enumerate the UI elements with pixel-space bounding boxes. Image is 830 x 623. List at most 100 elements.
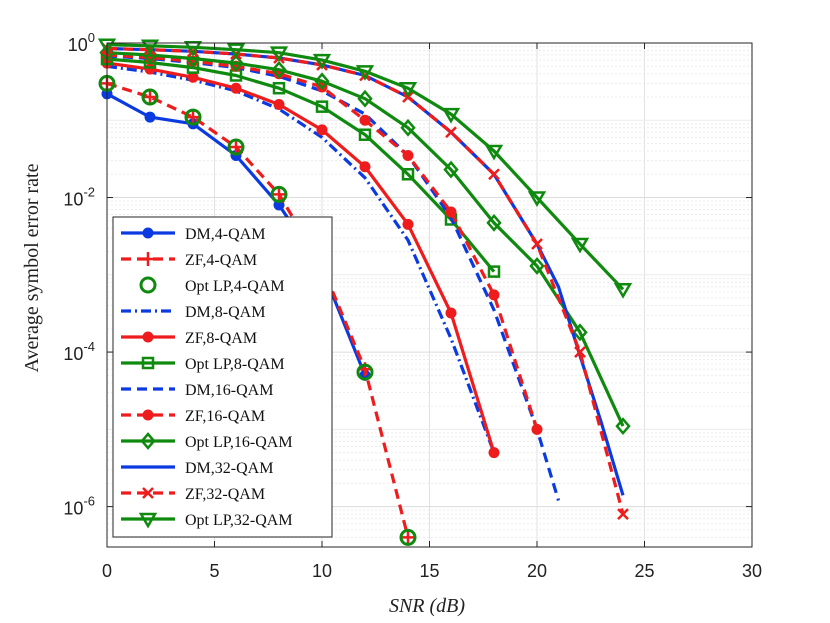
x-tick-label: 0 [102, 561, 112, 581]
legend-entry: Opt LP,4-QAM [139, 276, 285, 295]
data-point-dot [142, 227, 154, 239]
legend-box [112, 216, 333, 538]
data-point-triangle [398, 81, 418, 98]
data-point-square [487, 265, 501, 278]
data-point-triangle [183, 41, 203, 57]
legend-label: ZF,4-QAM [185, 252, 257, 269]
x-tick-label: 15 [419, 561, 439, 581]
data-point-plus [141, 252, 155, 266]
data-point-dot [402, 218, 414, 230]
data-point-plus [272, 187, 286, 202]
data-point-diamond [140, 432, 156, 450]
data-point-dot [359, 161, 371, 173]
data-point-square [272, 81, 286, 95]
legend-label: DM,4-QAM [185, 226, 265, 243]
data-point-dot [142, 409, 154, 421]
data-point-circle [270, 185, 288, 203]
legend-label: Opt LP,32-QAM [185, 512, 293, 529]
data-point-plus [186, 110, 200, 125]
legend-entry: Opt LP,8-QAM [121, 356, 285, 373]
data-point-cross [445, 126, 457, 139]
data-point-dot [142, 331, 154, 343]
data-point-circle [399, 528, 417, 546]
data-point-dot [359, 114, 371, 126]
series-line [106, 43, 625, 291]
data-point-circle [139, 276, 157, 294]
data-point-square [401, 168, 415, 181]
data-point-triangle [355, 65, 375, 81]
data-point-triangle [527, 191, 547, 208]
data-point-dot [445, 206, 457, 218]
legend-entry: DM,32-QAM [121, 460, 273, 477]
data-point-circle [184, 108, 202, 126]
data-point-square [358, 128, 372, 141]
data-point-cross [488, 168, 500, 181]
x-tick-label: 20 [527, 561, 547, 581]
x-tick-label: 25 [634, 561, 654, 581]
data-point-dot [144, 111, 156, 123]
data-point-diamond [443, 160, 459, 179]
axes: 0 5 10 15 20 25 30 100 10-2 10-4 10-6 [63, 30, 762, 581]
y-tick-label: 10-4 [63, 339, 95, 364]
legend-label: DM,8-QAM [185, 304, 265, 321]
series-opt-lp-32-qam [97, 38, 633, 299]
series-line [106, 61, 496, 454]
legend-label: DM,16-QAM [185, 382, 273, 399]
series-line [106, 53, 539, 430]
data-point-triangle [613, 283, 633, 299]
legend-entry: ZF,16-QAM [121, 408, 265, 425]
x-tick-label: 30 [742, 561, 762, 581]
data-point-cross [142, 487, 154, 499]
y-tick-label: 100 [68, 30, 95, 55]
series-opt-lp-16-qam [99, 43, 631, 436]
legend-entry: ZF,32-QAM [121, 486, 265, 503]
data-point-dot [445, 307, 457, 319]
data-point-triangle [97, 38, 117, 55]
data-point-dot [488, 289, 500, 301]
legend-entry: Opt LP,16-QAM [121, 432, 293, 451]
data-point-diamond [357, 89, 373, 108]
data-point-circle [227, 138, 245, 156]
data-point-diamond [400, 118, 416, 137]
data-point-triangle [226, 43, 246, 60]
data-point-diamond [572, 323, 588, 342]
data-point-dot [488, 447, 500, 459]
data-point-dot [531, 423, 543, 435]
data-point-diamond [314, 72, 330, 91]
data-point-triangle [269, 46, 289, 63]
data-point-cross [531, 238, 543, 250]
data-point-plus [229, 140, 243, 155]
y-tick-label: 10-6 [63, 494, 95, 519]
data-point-diamond [228, 54, 244, 72]
data-point-dot [230, 82, 242, 94]
x-tick-label: 10 [312, 561, 332, 581]
legend-label: Opt LP,4-QAM [185, 278, 285, 295]
data-point-cross [617, 508, 629, 520]
legend-entry: Opt LP,32-QAM [121, 512, 293, 529]
series-opt-lp-4-qam [98, 74, 417, 546]
data-point-triangle [312, 53, 332, 70]
legend-label: ZF,32-QAM [185, 486, 265, 503]
legend-entry: DM,8-QAM [121, 304, 265, 321]
series-line [106, 51, 625, 427]
legend-entry: ZF,4-QAM [121, 252, 257, 269]
x-axis-title: SNR (dB) [389, 595, 465, 617]
data-point-square [315, 100, 329, 113]
legend-label: ZF,16-QAM [185, 408, 265, 425]
legend-label: Opt LP,8-QAM [185, 356, 285, 373]
legend-entry: DM,4-QAM [121, 226, 265, 243]
data-point-triangle [138, 512, 158, 529]
data-point-cross [574, 346, 586, 358]
series-line [106, 57, 496, 273]
series-line [106, 64, 496, 454]
data-point-triangle [441, 107, 461, 124]
series-layer [97, 38, 633, 546]
legend: DM,4-QAM ZF,4-QAM Opt LP,4-QAM DM,8-QAM ZF,8… [112, 216, 333, 538]
data-point-triangle [140, 39, 160, 56]
data-point-dot [144, 63, 156, 75]
data-point-diamond [486, 213, 502, 232]
data-point-circle [141, 88, 159, 106]
data-point-triangle [570, 237, 590, 254]
legend-label: DM,32-QAM [185, 460, 273, 477]
data-point-dot [402, 149, 414, 161]
